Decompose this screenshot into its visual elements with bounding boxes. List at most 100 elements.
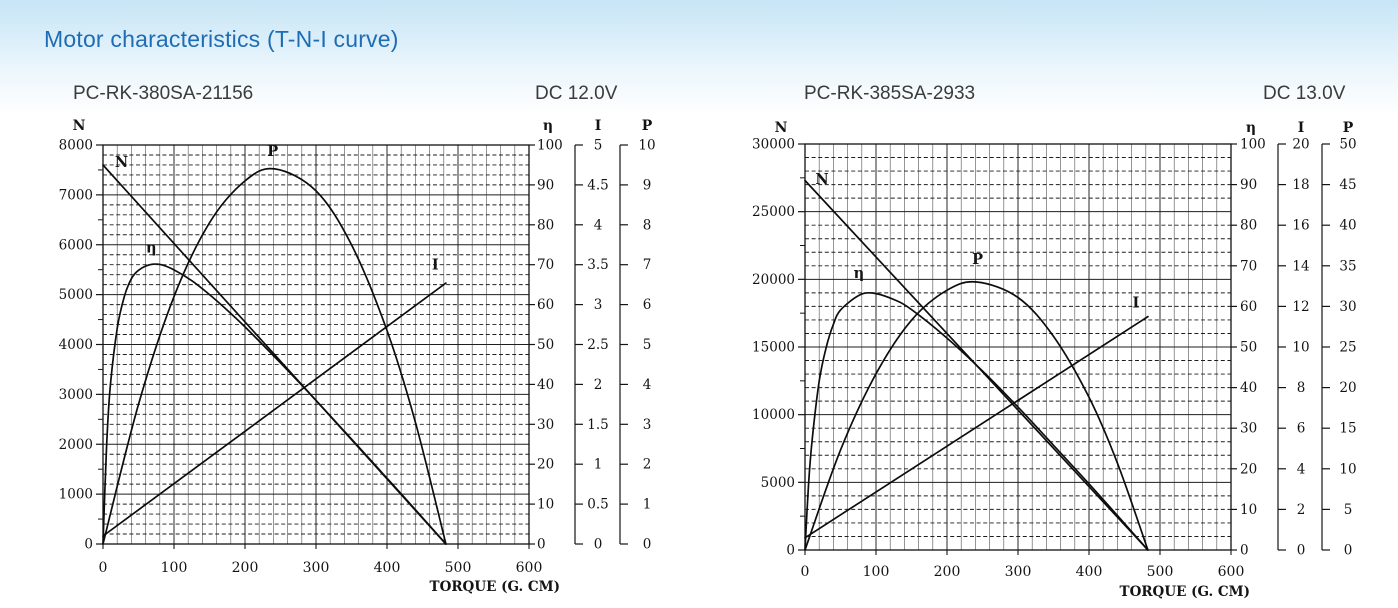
x-axis-title: TORQUE (G. CM): [1120, 584, 1250, 600]
x-axis-tick-label: 400: [374, 560, 401, 576]
eta-axis-tick-label: 100: [1240, 137, 1266, 153]
p-axis-tick-label: 6: [643, 297, 652, 313]
p-axis-tick-label: 25: [1339, 340, 1356, 356]
p-axis-tick-label: 5: [643, 337, 652, 353]
chart-right-model-title: PC-RK-385SA-2933: [804, 83, 976, 104]
n-axis-tick-label: 3000: [59, 387, 93, 403]
eta-axis-tick-label: 20: [537, 457, 554, 473]
x-axis-tick-label: 600: [1218, 564, 1245, 580]
n-axis-tick-label: 15000: [752, 340, 795, 356]
p-axis-tick-label: 1: [643, 497, 652, 513]
curve-label-N: N: [115, 154, 128, 171]
i-axis-tick-label: 10: [1292, 340, 1309, 356]
p-axis-tick-label: 10: [638, 138, 655, 154]
n-axis-tick-label: 0: [84, 537, 93, 553]
i-axis-tick-label: 18: [1292, 177, 1309, 193]
eta-axis-tick-label: 10: [1240, 502, 1257, 518]
eta-axis-tick-label: 90: [537, 177, 554, 193]
p-axis-tick-label: 30: [1339, 299, 1356, 315]
x-axis-tick-label: 400: [1076, 564, 1103, 580]
p-axis-tick-label: 8: [643, 217, 652, 233]
chart-left-model-title: PC-RK-380SA-21156: [73, 83, 254, 104]
p-axis-tick-label: 5: [1344, 502, 1353, 518]
x-axis-tick-label: 500: [445, 560, 472, 576]
n-axis-tick-label: 4000: [59, 337, 93, 353]
p-axis-tick-label: 7: [643, 257, 652, 273]
n-axis-tick-label: 0: [786, 543, 795, 559]
x-axis-tick-label: 0: [801, 564, 810, 580]
p-axis-tick-label: 50: [1339, 137, 1356, 153]
i-axis-tick-label: 0.5: [587, 497, 608, 513]
p-axis-tick-label: 0: [1344, 543, 1353, 559]
n-axis-tick-label: 10000: [752, 407, 795, 423]
i-axis-title: I: [1298, 120, 1305, 136]
i-axis-tick-label: 8: [1297, 380, 1306, 396]
i-axis-tick-label: 3: [594, 297, 603, 313]
curve-I: [102, 282, 447, 537]
x-axis: 0 100 200 300 400 500 600 TORQUE (G. CM): [99, 544, 560, 595]
curve-η: [102, 263, 447, 545]
p-axis-tick-label: 15: [1339, 421, 1356, 437]
curve-label-P: P: [972, 251, 983, 268]
eta-axis: η 0 10 20 30 40 50 60 70 80 90 100: [529, 118, 563, 553]
eta-axis-tick-label: 50: [537, 337, 554, 353]
eta-axis-tick-label: 70: [537, 257, 554, 273]
i-axis-tick-label: 12: [1292, 299, 1309, 315]
x-axis-title: TORQUE (G. CM): [430, 579, 560, 595]
x-axis-tick-label: 100: [161, 560, 188, 576]
p-axis-title: P: [1343, 120, 1354, 136]
eta-axis: η 0 10 20 30 40 50 60 70 80 90 100: [1231, 120, 1266, 559]
eta-axis-tick-label: 50: [1240, 340, 1257, 356]
n-axis-tick-label: 1000: [59, 487, 93, 503]
i-axis-tick-label: 2: [1297, 502, 1306, 518]
n-axis-tick-label: 25000: [752, 204, 795, 220]
n-axis-tick-label: 7000: [59, 187, 93, 203]
i-axis-tick-label: 20: [1292, 137, 1309, 153]
eta-axis-tick-label: 20: [1240, 461, 1257, 477]
curve-label-N: N: [815, 171, 828, 188]
chart-right-voltage: DC 13.0V: [1263, 83, 1346, 104]
p-axis-tick-label: 10: [1339, 461, 1356, 477]
x-axis-tick-label: 300: [303, 560, 330, 576]
p-axis-tick-label: 9: [643, 177, 652, 193]
i-axis-tick-label: 4.5: [587, 177, 608, 193]
curve-I: [804, 315, 1149, 539]
x-axis-tick-label: 300: [1005, 564, 1032, 580]
i-axis-tick-label: 6: [1297, 421, 1306, 437]
n-axis-tick-label: 30000: [752, 137, 795, 153]
curve-η: [804, 291, 1149, 551]
eta-axis-tick-label: 30: [537, 417, 554, 433]
i-axis: I 0 2 4 6 8 10 12 14 16 18 20: [1277, 120, 1310, 559]
eta-axis-title: η: [543, 118, 553, 134]
p-axis-tick-label: 0: [643, 537, 652, 553]
p-axis-tick-label: 4: [643, 377, 652, 393]
n-axis: N 0 1000 2000 3000 4000 5000 6000 7000 8000: [59, 118, 103, 553]
eta-axis-tick-label: 80: [1240, 218, 1257, 234]
n-axis-tick-label: 6000: [59, 237, 93, 253]
x-axis-tick-label: 200: [934, 564, 961, 580]
p-axis-tick-label: 2: [643, 457, 652, 473]
eta-axis-tick-label: 80: [537, 217, 554, 233]
i-axis-tick-label: 14: [1292, 258, 1309, 274]
i-axis-tick-label: 16: [1292, 218, 1309, 234]
i-axis-tick-label: 2.5: [587, 337, 608, 353]
p-axis-tick-label: 35: [1339, 258, 1356, 274]
x-axis-tick-label: 100: [863, 564, 890, 580]
i-axis-tick-label: 0: [1297, 543, 1306, 559]
eta-axis-tick-label: 60: [1240, 299, 1257, 315]
i-axis-tick-label: 1.5: [587, 417, 608, 433]
eta-axis-tick-label: 60: [537, 297, 554, 313]
p-axis-title: P: [642, 118, 653, 134]
p-axis: P 0 1 2 3 4 5 6 7 8 9 10: [619, 118, 656, 553]
i-axis-tick-label: 1: [594, 457, 603, 473]
n-axis-tick-label: 2000: [59, 437, 93, 453]
p-axis-tick-label: 45: [1339, 177, 1356, 193]
x-axis-tick-label: 200: [232, 560, 259, 576]
eta-axis-tick-label: 40: [537, 377, 554, 393]
n-axis-title: N: [775, 120, 788, 136]
eta-axis-tick-label: 100: [537, 138, 563, 154]
eta-axis-tick-label: 40: [1240, 380, 1257, 396]
p-axis-tick-label: 3: [643, 417, 652, 433]
i-axis-tick-label: 5: [594, 138, 603, 154]
